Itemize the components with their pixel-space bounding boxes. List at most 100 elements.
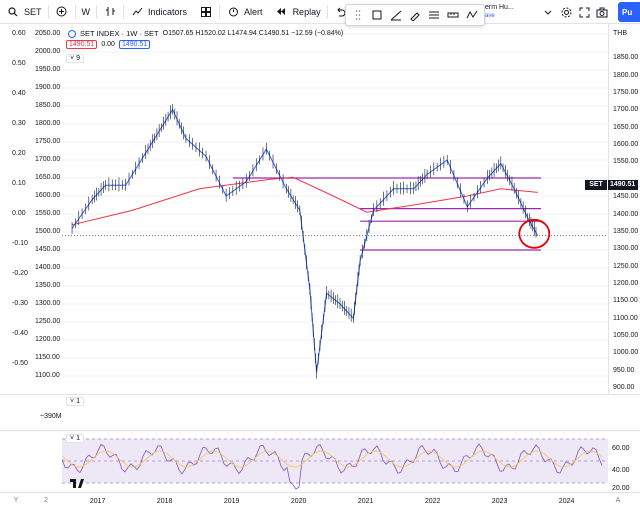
auto-scale-button[interactable]: A xyxy=(615,497,621,504)
percent-tick-label: 0.60 xyxy=(12,30,26,37)
indicators-label: Indicators xyxy=(148,6,188,17)
volume-pane[interactable]: ˅ 1 ~390M xyxy=(0,394,640,430)
percent-scale[interactable]: 0.60 0.50 0.40 0.30 0.20 0.10 0.00 -0.10 -0.20 -0… xyxy=(0,24,62,394)
interval-button[interactable]: W xyxy=(76,0,97,24)
percent-tick-label: -0.50 xyxy=(12,360,28,367)
year-label: 2024 xyxy=(558,498,575,505)
left-price-tick-label: 1100.00 xyxy=(35,372,60,379)
fib-lines-icon[interactable] xyxy=(427,8,441,22)
rsi-chart[interactable] xyxy=(62,431,608,493)
price-tick-label: 1350.00 xyxy=(613,227,639,235)
top-toolbar: SET W Indicators Alert Re xyxy=(0,0,640,24)
chevron-down-icon[interactable] xyxy=(541,5,555,19)
price-line xyxy=(71,108,539,373)
divider xyxy=(47,4,49,19)
publish-button[interactable]: Pu xyxy=(618,2,640,22)
price-tick-label: 1700.00 xyxy=(613,106,639,114)
symbol-search[interactable]: SET xyxy=(0,0,48,24)
divider xyxy=(326,4,328,19)
volume-collapse-toggle[interactable]: ˅ 1 xyxy=(66,397,84,406)
compare-button[interactable] xyxy=(49,0,75,24)
price-tick-label: 900.00 xyxy=(613,384,635,391)
replay-icon xyxy=(275,5,289,19)
indicators-button[interactable]: Indicators xyxy=(124,0,193,24)
price-tick-label: 1250.00 xyxy=(613,262,639,270)
interval-label: W xyxy=(81,6,91,17)
year-label: 2018 xyxy=(156,498,173,505)
rsi-level-40: 40.00 xyxy=(612,467,630,474)
ruler-icon[interactable] xyxy=(446,8,460,22)
rsi-collapse-toggle[interactable]: ˅ 1 xyxy=(66,434,84,443)
indicator-chart-icon xyxy=(130,5,144,19)
replay-label: Replay xyxy=(292,6,321,17)
currency-label: THB xyxy=(613,30,627,37)
chevron-down-icon: ˅ xyxy=(70,55,75,62)
symbol-price-tag: SET xyxy=(585,180,607,190)
rsi-collapse-count: 1 xyxy=(76,435,80,442)
left-price-tick-label: 1300.00 xyxy=(35,300,61,307)
price-tick-label: 1000.00 xyxy=(613,349,639,357)
camera-icon[interactable] xyxy=(595,5,609,19)
trend-angle-icon[interactable] xyxy=(389,8,403,22)
chart-legend[interactable]: SET INDEX · 1W · SET O1507.65 H1520.02 L… xyxy=(68,29,343,38)
series-visibility-icon[interactable] xyxy=(68,29,76,38)
rectangle-tool-icon[interactable] xyxy=(370,8,384,22)
percent-tick-label: -0.30 xyxy=(12,300,28,307)
left-price-tick-label: 1750.00 xyxy=(35,138,61,145)
volume-collapse-count: 1 xyxy=(76,398,80,405)
drawing-toolbar xyxy=(345,4,485,26)
layout-button[interactable] xyxy=(193,0,219,24)
alert-button[interactable]: Alert xyxy=(220,0,269,24)
price-tick-label: 1200.00 xyxy=(613,279,639,287)
brush-icon[interactable] xyxy=(408,8,422,22)
price-tick-label: 1100.00 xyxy=(613,314,638,322)
price-tick-label: 1750.00 xyxy=(613,89,639,97)
study-sub: ave xyxy=(485,13,495,19)
left-price-tick-label: 1450.00 xyxy=(35,246,61,253)
percent-tick-label: 0.30 xyxy=(12,120,26,127)
rsi-pane[interactable]: ˅ 1 60.00 40.00 20.00 xyxy=(0,430,640,492)
range-button[interactable]: 2 xyxy=(44,497,48,504)
price-scale[interactable]: THB 1850.00 1800.00 1750.00 1700.00 1650.00 1… xyxy=(608,24,640,394)
replay-button[interactable]: Replay xyxy=(269,0,327,24)
price-chart[interactable] xyxy=(62,24,608,394)
drag-handle-icon[interactable] xyxy=(351,8,365,22)
year-label: 2021 xyxy=(357,498,374,505)
price-tick-label: 1550.00 xyxy=(613,158,639,166)
left-price-tick-label: 1550.00 xyxy=(35,210,61,217)
collapse-toggle[interactable]: ˅ 9 xyxy=(66,54,84,63)
percent-tick-label: 0.10 xyxy=(12,180,26,187)
year-label: 2020 xyxy=(290,498,307,505)
left-price-tick-label: 1200.00 xyxy=(35,336,61,343)
percent-tick-label: -0.10 xyxy=(12,240,28,247)
chevron-down-icon: ˅ xyxy=(70,435,75,442)
main-chart-pane[interactable] xyxy=(62,24,608,394)
year-label: 2022 xyxy=(424,498,441,505)
chart-type-button[interactable] xyxy=(97,0,123,24)
fullscreen-icon[interactable] xyxy=(577,5,591,19)
price-tick-label: 1600.00 xyxy=(613,141,639,149)
pattern-icon[interactable] xyxy=(465,8,479,22)
left-price-scale[interactable]: 2050.00 2000.00 1950.00 1900.00 1850.00 1800.… xyxy=(33,24,63,394)
left-price-tick-label: 1350.00 xyxy=(35,282,61,289)
study-legend[interactable]: erm Hu... ave xyxy=(485,4,514,20)
divider xyxy=(96,4,98,19)
left-price-tick-label: 1900.00 xyxy=(35,84,61,91)
percent-tick-label: 0.00 xyxy=(12,210,26,217)
price-tick-label: 1650.00 xyxy=(613,123,639,131)
ohlc-values: O1507.65 H1520.02 L1474.94 C1490.51 −12.… xyxy=(162,30,344,37)
alarm-clock-icon xyxy=(226,5,240,19)
price-tick-label: 1850.00 xyxy=(613,54,639,62)
divider xyxy=(219,4,221,19)
time-axis[interactable]: Y 2 A 2017 2018 2019 2020 2021 2022 2023 2024 xyxy=(0,492,640,510)
collapse-count: 9 xyxy=(76,55,80,62)
zoom-range-button[interactable]: Y xyxy=(13,497,19,504)
percent-tick-label: -0.40 xyxy=(12,330,28,337)
gear-icon[interactable] xyxy=(559,5,573,19)
price-tick-label: 950.00 xyxy=(613,366,635,374)
moving-average-line xyxy=(71,176,538,226)
indicator-legend: 1490.51 0.00 1490.51 xyxy=(66,40,151,49)
indicator-collapse-button[interactable]: ˅ 9 xyxy=(66,52,84,63)
indicator-value-2: 0.00 xyxy=(101,41,115,48)
divider xyxy=(123,4,125,19)
